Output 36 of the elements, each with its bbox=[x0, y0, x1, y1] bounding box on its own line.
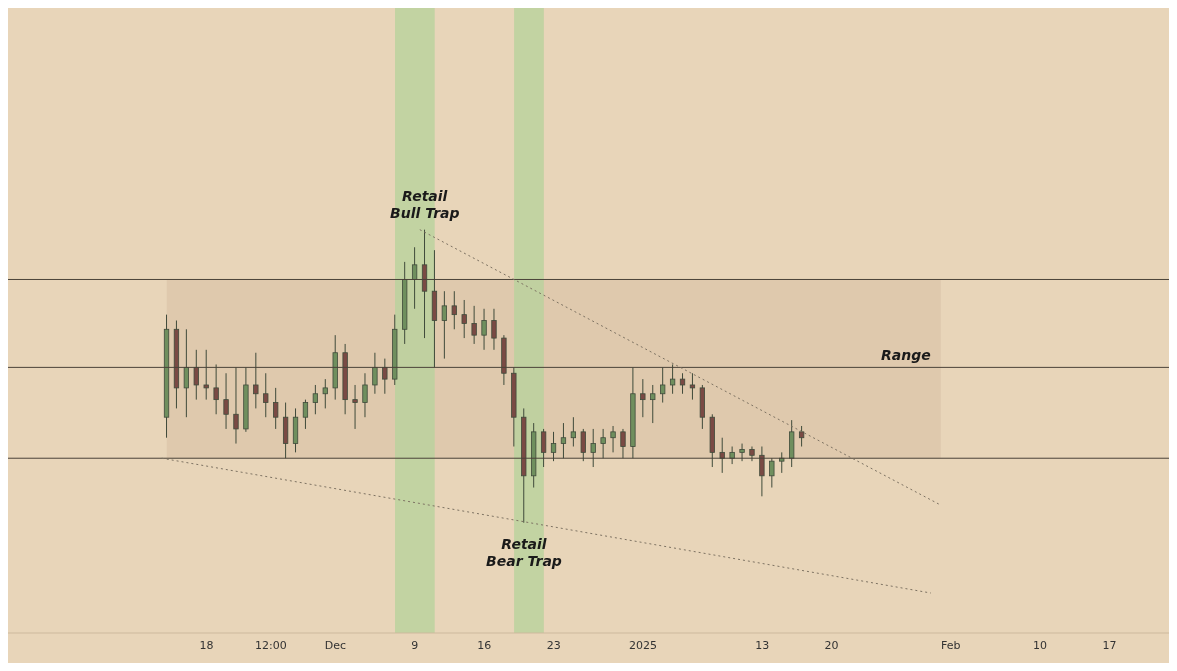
x-tick-label: 13 bbox=[755, 638, 770, 652]
candlestick bbox=[302, 399, 309, 430]
candlestick bbox=[471, 305, 477, 345]
candlestick bbox=[798, 425, 805, 448]
candlestick bbox=[461, 299, 467, 339]
x-tick-label: 18 bbox=[199, 638, 214, 652]
candlestick bbox=[679, 372, 686, 395]
candlestick bbox=[481, 308, 487, 351]
candlestick bbox=[640, 378, 646, 418]
x-tick-label: 20 bbox=[824, 638, 839, 652]
candlestick bbox=[263, 372, 269, 418]
x-tick-label: 9 bbox=[411, 638, 419, 652]
x-tick-label: 16 bbox=[477, 638, 492, 652]
candlestick bbox=[223, 372, 229, 430]
annotation: Retail Bear Trap bbox=[486, 535, 562, 569]
candlestick bbox=[491, 308, 497, 351]
candlestick bbox=[451, 290, 457, 330]
candlestick bbox=[570, 416, 576, 448]
x-tick-label: Feb bbox=[940, 638, 961, 652]
candlestick bbox=[689, 372, 696, 401]
candlestick bbox=[610, 425, 616, 453]
candlestick bbox=[322, 378, 328, 409]
annotation: Retail Bull Trap bbox=[390, 187, 460, 221]
candlestick bbox=[650, 384, 656, 424]
candlestick bbox=[273, 387, 279, 430]
x-tick-label: 2025 bbox=[629, 638, 658, 652]
band-label: Range bbox=[881, 346, 931, 363]
candlestick bbox=[352, 384, 358, 430]
x-tick-label: 23 bbox=[546, 638, 561, 652]
candlestick bbox=[312, 384, 318, 415]
x-tick-label: 12:00 bbox=[255, 638, 287, 652]
x-tick-label: 17 bbox=[1102, 638, 1117, 652]
candlestick bbox=[362, 372, 368, 418]
x-tick-label: 10 bbox=[1033, 638, 1047, 652]
x-tick-label: Dec bbox=[324, 638, 347, 652]
candlestick bbox=[441, 290, 447, 360]
